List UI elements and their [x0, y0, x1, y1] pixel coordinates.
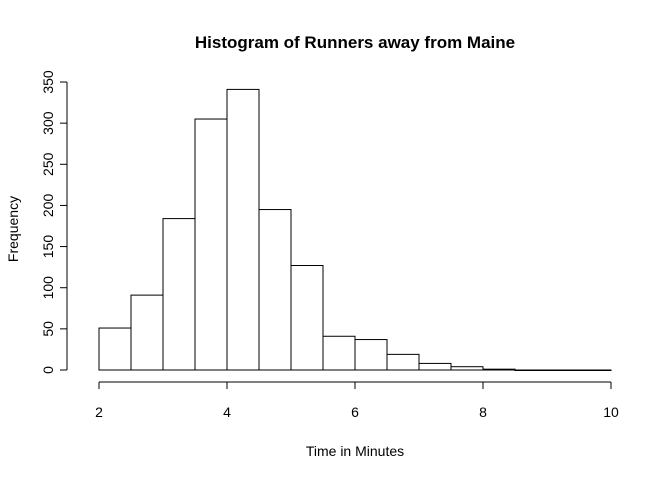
histogram-bar-11 — [450, 366, 484, 371]
x-tick-label: 4 — [223, 404, 231, 420]
x-axis-label: Time in Minutes — [306, 443, 404, 459]
y-tick-label: 350 — [40, 70, 56, 94]
x-axis: 2 4 6 8 10 — [95, 381, 619, 420]
x-tick-label: 8 — [479, 404, 487, 420]
y-tick-label: 0 — [40, 366, 56, 374]
histogram-bar-12 — [482, 368, 516, 371]
x-tick-label: 10 — [603, 404, 619, 420]
histogram-bar-6 — [290, 264, 324, 371]
histogram-bar-8 — [354, 339, 388, 371]
histogram-bar-10 — [418, 362, 452, 371]
x-tick-label: 2 — [95, 404, 103, 420]
histogram-bar-15 — [578, 369, 612, 371]
y-tick-label: 200 — [40, 194, 56, 218]
y-axis: 0 50 100 150 200 250 300 350 — [40, 70, 68, 374]
chart-title: Histogram of Runners away from Maine — [195, 33, 515, 52]
histogram-bar-3 — [194, 118, 228, 371]
y-tick-label: 50 — [40, 321, 56, 337]
y-tick-label: 300 — [40, 111, 56, 135]
y-tick-label: 150 — [40, 235, 56, 259]
y-tick-label: 250 — [40, 152, 56, 176]
y-axis-label: Frequency — [5, 196, 21, 262]
histogram-bar-5 — [258, 209, 292, 371]
x-tick-label: 6 — [351, 404, 359, 420]
histogram-bar-1 — [130, 294, 164, 371]
histogram-bar-4 — [226, 88, 260, 371]
y-tick-label: 100 — [40, 276, 56, 300]
histogram-bar-9 — [386, 353, 420, 371]
histogram-bar-14 — [546, 369, 580, 371]
histogram-bar-7 — [322, 335, 356, 371]
histogram-bar-0 — [98, 327, 132, 371]
bars-group — [98, 88, 612, 371]
histogram-bar-13 — [514, 369, 548, 371]
histogram-bar-2 — [162, 218, 196, 371]
